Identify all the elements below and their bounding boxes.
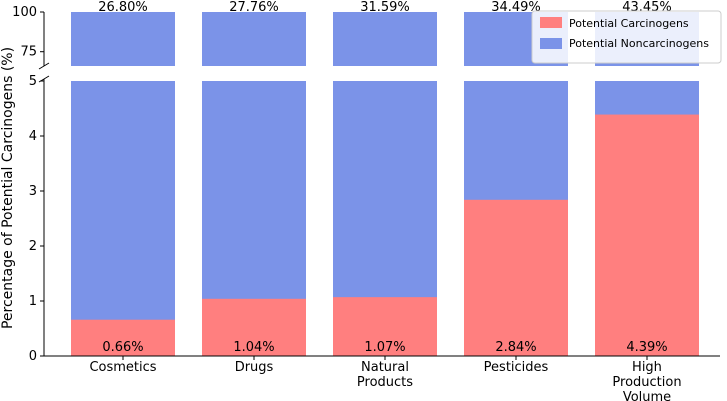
bar-noncarcinogens-cosmetics (71, 81, 175, 356)
legend-label-noncarcinogens: Potential Noncarcinogens (569, 37, 709, 50)
bar-value-label: 1.07% (364, 340, 405, 355)
bar-upper-noncarcinogens-natural-products (333, 12, 437, 66)
bar-carcinogens-drugs (202, 298, 306, 356)
y-tick-label: 5 (29, 74, 37, 89)
bar-upper-noncarcinogens-cosmetics (71, 12, 175, 66)
x-tick-label: Products (357, 375, 413, 390)
y-tick-label: 4 (29, 129, 37, 144)
bar-carcinogens-pesticides (464, 199, 568, 356)
x-tick-label: High (632, 360, 662, 375)
bar-carcinogens-natural-products (333, 297, 437, 356)
bar-top-label: 27.76% (229, 0, 279, 15)
bar-value-label: 2.84% (495, 340, 536, 355)
bar-carcinogens-high-production-volume (595, 114, 699, 356)
y-tick-label: 100 (12, 5, 37, 20)
legend-label-carcinogens: Potential Carcinogens (569, 17, 689, 30)
x-tick-label: Pesticides (484, 360, 549, 375)
legend-box (531, 10, 722, 64)
bar-value-label: 1.04% (233, 340, 274, 355)
bar-labels: 0.66% 26.80% 1.04% 27.76% 1.07% 31.59% 2.84% 34… (98, 0, 672, 355)
y-tick-label: 1 (29, 294, 37, 309)
axis-break-mark (38, 75, 50, 83)
bar-top-label: 26.80% (98, 0, 148, 15)
y-tick-label: 2 (29, 239, 37, 254)
y-axis-label: Percentage of Potential Carcinogens (%) (0, 47, 16, 329)
x-tick-label: Cosmetics (89, 360, 156, 375)
y-tick-label: 3 (29, 184, 37, 199)
y-tick-label: 0 (29, 349, 37, 364)
x-tick-label: Drugs (235, 360, 274, 375)
bar-upper-noncarcinogens-drugs (202, 12, 306, 66)
legend-swatch-carcinogens (540, 17, 562, 28)
bar-carcinogens-cosmetics (71, 319, 175, 356)
bar-value-label: 4.39% (626, 340, 667, 355)
legend-swatch-noncarcinogens (540, 38, 562, 49)
axis-break-mark (38, 62, 50, 70)
bar-top-label: 34.49% (491, 0, 541, 15)
legend: Potential Carcinogens Potential Noncarci… (531, 10, 722, 64)
x-tick-label: Volume (623, 390, 671, 401)
x-tick-label: Natural (361, 360, 409, 375)
bar-value-label: 0.66% (102, 340, 143, 355)
lower-bars (71, 81, 699, 356)
bar-top-label: 31.59% (360, 0, 410, 15)
y-tick-label: 75 (20, 45, 37, 60)
x-tick-label: Production (612, 375, 681, 390)
